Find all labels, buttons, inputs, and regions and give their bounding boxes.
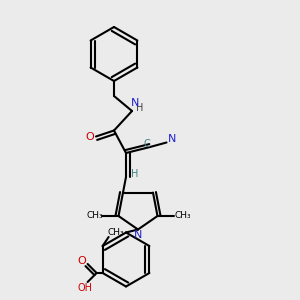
Text: CH₃: CH₃ [174, 212, 191, 220]
Text: H: H [131, 169, 139, 179]
Text: C: C [144, 139, 150, 149]
Text: CH₃: CH₃ [86, 212, 103, 220]
Text: H: H [136, 103, 143, 113]
Text: O: O [77, 256, 86, 266]
Text: N: N [131, 98, 139, 109]
Text: O: O [85, 131, 94, 142]
Text: CH₃: CH₃ [108, 228, 124, 237]
Text: N: N [168, 134, 177, 145]
Text: N: N [134, 230, 142, 241]
Text: OH: OH [77, 283, 92, 293]
